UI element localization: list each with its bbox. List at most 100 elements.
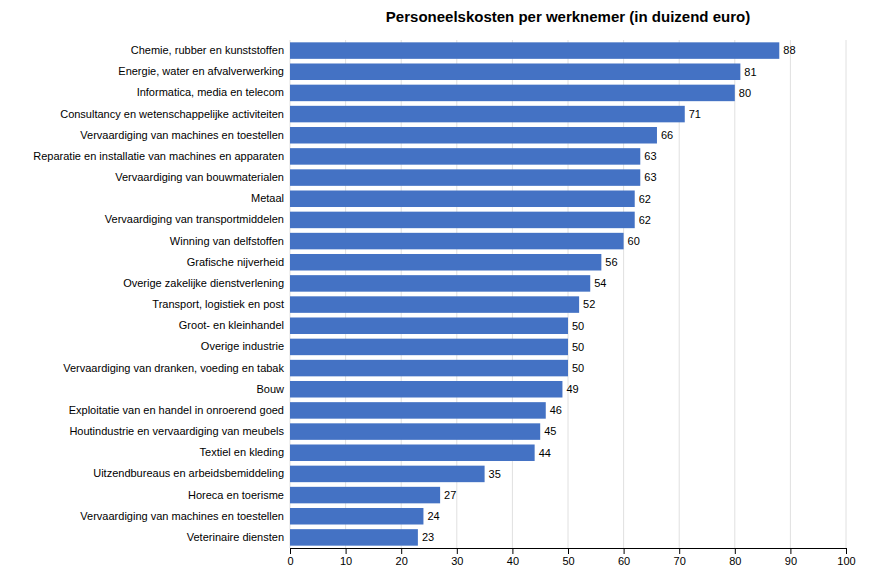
tick: Transport, logistiek en post: [152, 298, 290, 310]
grid-line: [790, 40, 791, 548]
tick-label: Grafische nijverheid: [187, 256, 284, 268]
tick: 10: [340, 548, 352, 567]
tick: Textiel en kleding: [200, 446, 290, 458]
bars: [290, 42, 779, 545]
tick: Grafische nijverheid: [187, 256, 290, 268]
data-label: 63: [644, 150, 656, 162]
tick-label: 30: [451, 555, 463, 567]
tick: Vervaardiging van machines en toestellen: [80, 510, 290, 522]
tick: Vervaardiging van machines en toestellen: [80, 129, 290, 141]
data-label: 66: [661, 129, 673, 141]
tick-label: Winning van delfstoffen: [170, 235, 284, 247]
bar: [290, 275, 590, 292]
data-label: 44: [539, 447, 551, 459]
data-label: 71: [689, 108, 701, 120]
tick: Informatica, media en telecom: [137, 86, 290, 98]
data-label: 35: [489, 468, 501, 480]
bar: [290, 296, 579, 313]
tick: Groot- en kleinhandel: [179, 319, 290, 331]
tick-label: 100: [837, 555, 855, 567]
plot: 8881807166636362626056545250505049464544…: [33, 40, 855, 567]
tick: 50: [562, 548, 574, 567]
tick: 70: [674, 548, 686, 567]
data-label: 23: [422, 531, 434, 543]
grid-line: [846, 40, 847, 548]
tick-label: 10: [340, 555, 352, 567]
tick: Exploitatie van en handel in onroerend g…: [69, 404, 290, 416]
data-label: 62: [639, 193, 651, 205]
data-label: 50: [572, 341, 584, 353]
tick: Overige industrie: [201, 340, 290, 352]
data-label: 49: [566, 383, 578, 395]
tick: Consultancy en wetenschappelijke activit…: [60, 108, 290, 120]
tick: 0: [287, 548, 293, 567]
chart: Personeelskosten per werknemer (in duize…: [0, 0, 886, 578]
data-label: 62: [639, 214, 651, 226]
data-label: 27: [444, 489, 456, 501]
tick: Metaal: [251, 192, 290, 204]
data-label: 52: [583, 298, 595, 310]
tick: Veterinaire diensten: [187, 531, 290, 543]
bar: [290, 402, 546, 419]
tick: Overige zakelijke dienstverlening: [123, 277, 290, 289]
data-label: 54: [594, 277, 606, 289]
tick: 20: [396, 548, 408, 567]
tick-label: Veterinaire diensten: [187, 531, 284, 543]
data-label: 50: [572, 362, 584, 374]
tick-label: 20: [396, 555, 408, 567]
tick-label: 80: [729, 555, 741, 567]
bar: [290, 254, 601, 271]
data-label: 88: [783, 44, 795, 56]
tick: 30: [451, 548, 463, 567]
tick: Vervaardiging van transportmiddelen: [105, 213, 290, 225]
tick-mark: [679, 548, 680, 554]
title: Personeelskosten per werknemer (in duize…: [386, 8, 750, 25]
tick-label: 60: [618, 555, 630, 567]
tick-mark: [346, 548, 347, 554]
tick: Vervaardiging van dranken, voeding en ta…: [63, 362, 290, 374]
tick-mark: [512, 548, 513, 554]
tick-mark: [735, 548, 736, 554]
tick: 60: [618, 548, 630, 567]
bar: [290, 466, 485, 483]
data-label: 45: [544, 425, 556, 437]
tick-label: Chemie, rubber en kunststoffen: [131, 44, 284, 56]
y-axis: Chemie, rubber en kunststoffen Energie, w…: [33, 44, 290, 543]
tick-mark: [290, 548, 291, 554]
bar: [290, 85, 735, 102]
tick-mark: [624, 548, 625, 554]
bar: [290, 360, 568, 377]
bar: [290, 423, 540, 440]
tick-mark: [568, 548, 569, 554]
tick: Uitzendbureaus en arbeidsbemiddeling: [93, 467, 290, 479]
x-axis: 0102030405060708090100: [287, 548, 855, 567]
tick-label: Vervaardiging van machines en toestellen: [80, 510, 284, 522]
tick: Winning van delfstoffen: [170, 235, 290, 247]
tick-label: Exploitatie van en handel in onroerend g…: [69, 404, 284, 416]
data-label: 81: [744, 66, 756, 78]
bar: [290, 212, 635, 229]
bar: [290, 339, 568, 356]
tick-label: 70: [674, 555, 686, 567]
bar: [290, 487, 440, 504]
data-label: 80: [739, 87, 751, 99]
bar: [290, 42, 779, 59]
tick: Energie, water en afvalverwerking: [118, 65, 290, 77]
tick-mark: [790, 548, 791, 554]
tick: Chemie, rubber en kunststoffen: [131, 44, 290, 56]
tick-label: 0: [287, 555, 293, 567]
tick-label: Horeca en toerisme: [188, 489, 284, 501]
grid: [290, 40, 846, 548]
tick-mark: [457, 548, 458, 554]
bar: [290, 317, 568, 334]
grid-line: [734, 40, 735, 548]
tick-label: Transport, logistiek en post: [152, 298, 284, 310]
tick: Bouw: [256, 383, 290, 395]
tick: 80: [729, 548, 741, 567]
tick: 100: [837, 548, 855, 567]
data-label: 50: [572, 320, 584, 332]
tick-label: Reparatie en installatie van machines en…: [33, 150, 284, 162]
data-label: 24: [427, 510, 439, 522]
data-labels: 8881807166636362626056545250505049464544…: [422, 44, 796, 543]
tick-label: Uitzendbureaus en arbeidsbemiddeling: [93, 467, 284, 479]
